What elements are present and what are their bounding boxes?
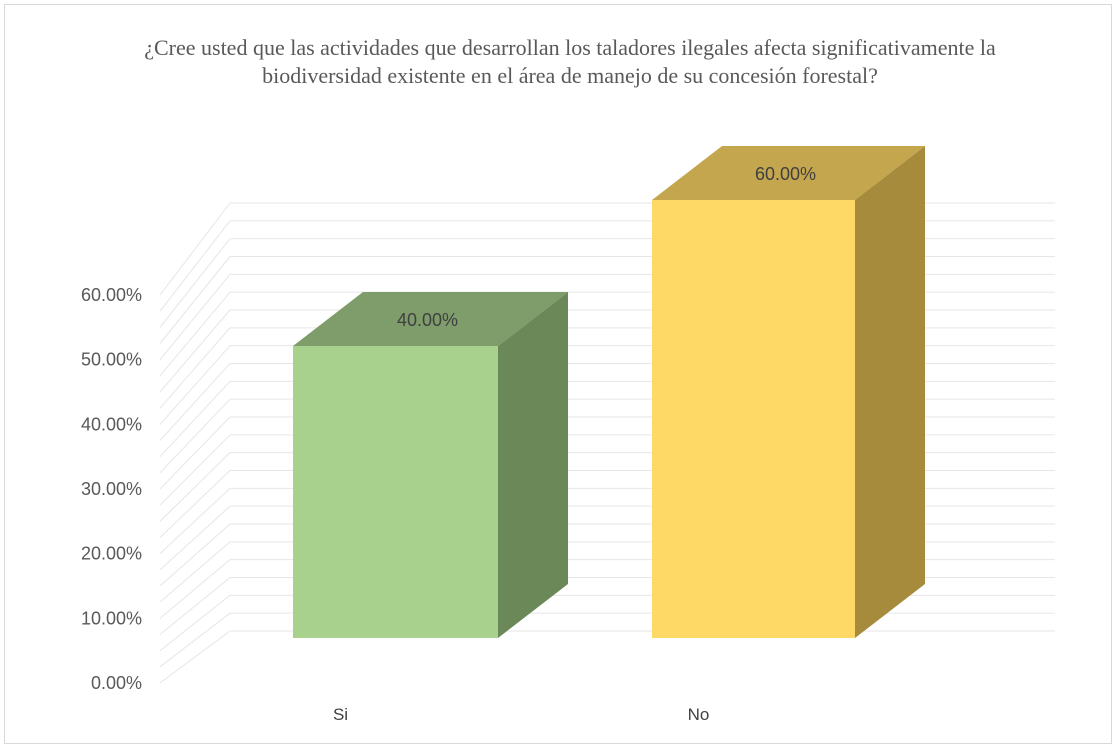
- gridline-side: [159, 612, 231, 668]
- y-tick-label: 0.00%: [91, 673, 142, 693]
- y-tick-label: 50.00%: [81, 350, 142, 370]
- gridline-side: [159, 434, 231, 506]
- gridline-side: [159, 345, 231, 425]
- gridline-side: [159, 202, 231, 296]
- data-label-si: 40.00%: [397, 310, 458, 330]
- gridline-side: [159, 541, 231, 603]
- bar-si: [293, 346, 498, 638]
- bar-side-no: [855, 146, 925, 638]
- x-category-label: Si: [333, 705, 348, 724]
- y-tick-label: 40.00%: [81, 414, 142, 434]
- gridline-side: [159, 416, 231, 490]
- bar-no: [652, 200, 855, 638]
- gridline-side: [159, 523, 231, 587]
- gridline-side: [159, 291, 231, 377]
- gridline-side: [159, 452, 231, 522]
- y-tick-label: 30.00%: [81, 479, 142, 499]
- gridline-side: [159, 327, 231, 409]
- gridline-side: [159, 274, 231, 360]
- gridline-side: [159, 487, 231, 555]
- x-category-label: No: [688, 705, 710, 724]
- gridline-side: [159, 309, 231, 393]
- data-label-no: 60.00%: [755, 164, 816, 184]
- gridline-side: [159, 398, 231, 474]
- gridline-side: [159, 220, 231, 312]
- gridline-side: [159, 594, 231, 652]
- bar-top-si: [293, 292, 568, 346]
- gridline-side: [159, 630, 231, 684]
- y-tick-label: 20.00%: [81, 544, 142, 564]
- gridline-side: [159, 470, 231, 538]
- bar-side-si: [498, 292, 568, 638]
- bar-top-no: [652, 146, 925, 200]
- gridline-side: [159, 238, 231, 328]
- gridline-side: [159, 363, 231, 441]
- gridline-side: [159, 577, 231, 635]
- y-tick-label: 10.00%: [81, 608, 142, 628]
- gridline-side: [159, 505, 231, 571]
- chart-title: ¿Cree usted que las actividades que desa…: [144, 35, 996, 88]
- y-tick-label: 60.00%: [81, 285, 142, 305]
- gridline-side: [159, 380, 231, 458]
- gridline-side: [159, 256, 231, 344]
- gridline-side: [159, 559, 231, 619]
